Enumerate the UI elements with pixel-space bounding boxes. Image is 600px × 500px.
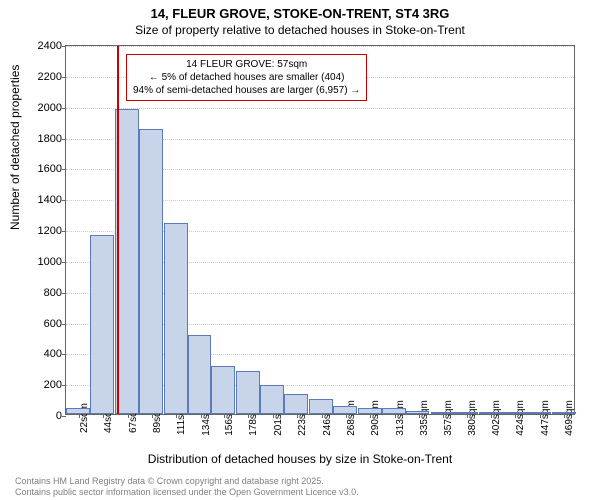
- y-tick-mark: [62, 108, 66, 109]
- histogram-bar: [431, 412, 455, 414]
- gridline: [66, 108, 574, 109]
- annotation-box: 14 FLEUR GROVE: 57sqm ← 5% of detached ho…: [126, 54, 367, 101]
- y-tick-label: 1200: [38, 225, 62, 237]
- y-tick-label: 200: [44, 379, 62, 391]
- footer-line2: Contains public sector information licen…: [15, 487, 359, 497]
- footer-text: Contains HM Land Registry data © Crown c…: [15, 476, 359, 498]
- x-tick-label: 402sqm: [491, 400, 502, 436]
- y-tick-mark: [62, 231, 66, 232]
- chart-container: 14, FLEUR GROVE, STOKE-ON-TRENT, ST4 3RG…: [0, 0, 600, 500]
- y-tick-label: 600: [44, 318, 62, 330]
- chart-title: 14, FLEUR GROVE, STOKE-ON-TRENT, ST4 3RG: [0, 0, 600, 21]
- y-tick-mark: [62, 46, 66, 47]
- x-tick-label: 290sqm: [370, 400, 381, 436]
- histogram-bar: [211, 366, 235, 414]
- x-tick-label: 380sqm: [467, 400, 478, 436]
- y-tick-mark: [62, 354, 66, 355]
- x-axis-label: Distribution of detached houses by size …: [0, 452, 600, 466]
- y-tick-mark: [62, 200, 66, 201]
- histogram-bar: [164, 223, 188, 414]
- y-tick-label: 400: [44, 348, 62, 360]
- histogram-bar: [188, 335, 212, 414]
- x-tick-label: 313sqm: [395, 400, 406, 436]
- y-tick-label: 1400: [38, 194, 62, 206]
- x-tick-label: 357sqm: [443, 400, 454, 436]
- footer-line1: Contains HM Land Registry data © Crown c…: [15, 476, 324, 486]
- y-tick-mark: [62, 262, 66, 263]
- y-tick-label: 1600: [38, 163, 62, 175]
- plot-area: 0200400600800100012001400160018002000220…: [65, 45, 575, 415]
- histogram-bar: [139, 129, 163, 414]
- x-tick-label: 424sqm: [515, 400, 526, 436]
- y-tick-mark: [62, 139, 66, 140]
- histogram-bar: [284, 394, 308, 414]
- histogram-bar: [406, 411, 430, 414]
- histogram-bar: [479, 412, 503, 414]
- histogram-bar: [66, 408, 90, 414]
- annotation-line3: 94% of semi-detached houses are larger (…: [133, 85, 360, 96]
- annotation-line2: ← 5% of detached houses are smaller (404…: [149, 72, 345, 83]
- histogram-bar: [527, 412, 551, 414]
- y-tick-label: 1000: [38, 256, 62, 268]
- histogram-bar: [382, 408, 406, 414]
- annotation-line1: 14 FLEUR GROVE: 57sqm: [186, 59, 307, 70]
- y-tick-mark: [62, 385, 66, 386]
- x-tick-label: 335sqm: [419, 400, 430, 436]
- y-tick-label: 800: [44, 287, 62, 299]
- histogram-bar: [236, 371, 260, 414]
- y-tick-mark: [62, 324, 66, 325]
- y-tick-mark: [62, 169, 66, 170]
- gridline: [66, 46, 574, 47]
- histogram-bar: [309, 399, 333, 414]
- y-axis-label: Number of detached properties: [8, 65, 22, 230]
- x-tick-label: 469sqm: [564, 400, 575, 436]
- x-tick-label: 447sqm: [540, 400, 551, 436]
- histogram-bar: [358, 408, 382, 414]
- chart-subtitle: Size of property relative to detached ho…: [0, 21, 600, 37]
- y-tick-mark: [62, 293, 66, 294]
- y-tick-label: 2200: [38, 71, 62, 83]
- y-tick-label: 2400: [38, 40, 62, 52]
- marker-line: [117, 46, 119, 414]
- y-tick-mark: [62, 77, 66, 78]
- histogram-bar: [503, 412, 527, 414]
- histogram-bar: [333, 406, 357, 414]
- histogram-bar: [552, 412, 576, 414]
- y-tick-mark: [62, 416, 66, 417]
- y-tick-label: 1800: [38, 133, 62, 145]
- histogram-bar: [90, 235, 114, 414]
- histogram-bar: [260, 385, 284, 414]
- y-tick-label: 2000: [38, 102, 62, 114]
- histogram-bar: [454, 412, 478, 414]
